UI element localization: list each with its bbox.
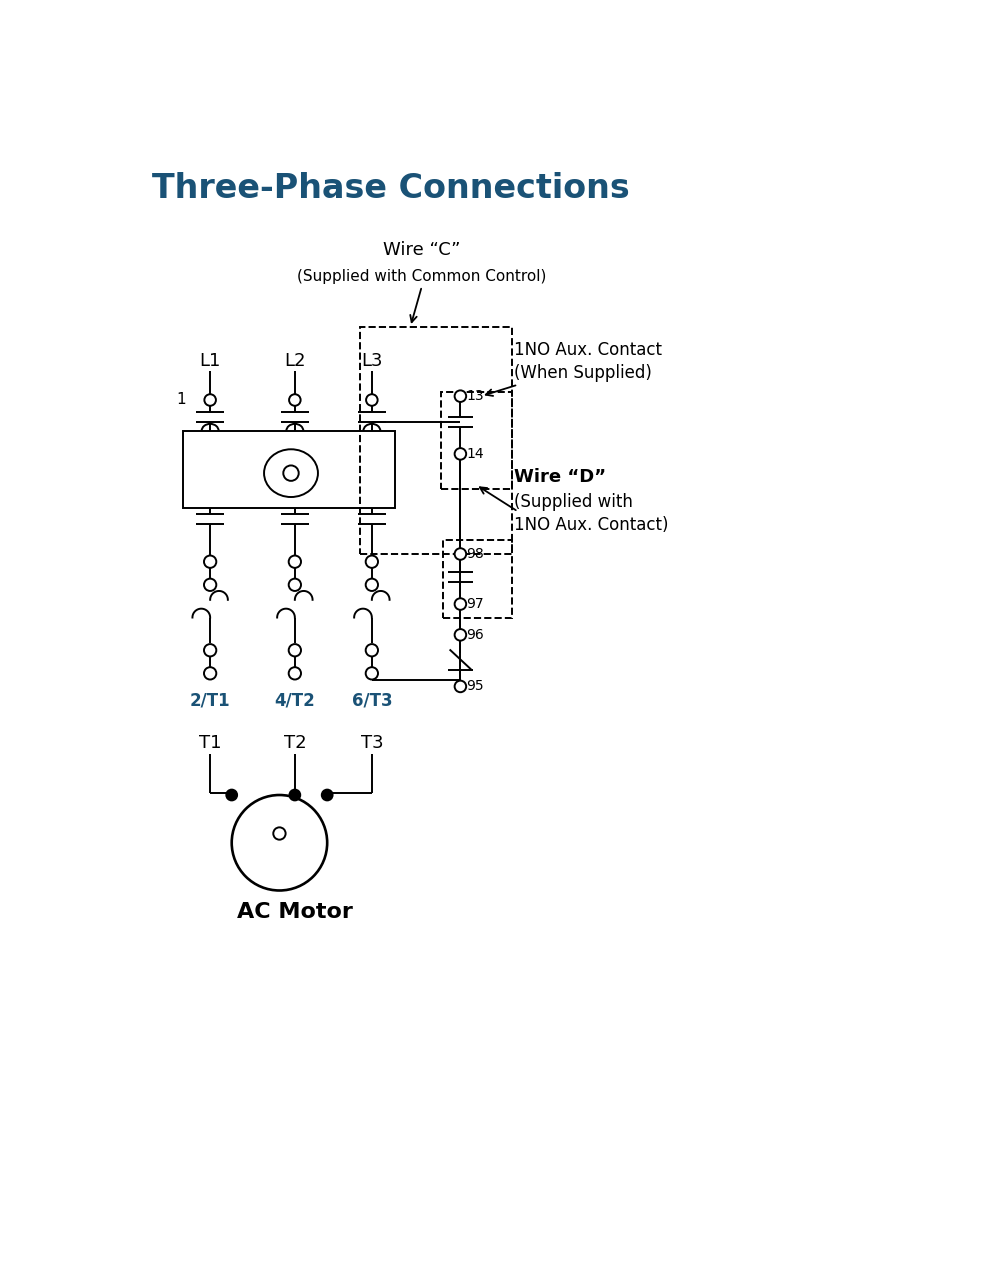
Circle shape xyxy=(289,394,301,406)
Circle shape xyxy=(366,579,378,591)
Circle shape xyxy=(366,644,378,657)
Text: 97: 97 xyxy=(466,596,484,611)
Text: T3: T3 xyxy=(361,733,383,751)
Text: 6/T3: 6/T3 xyxy=(352,691,392,709)
Circle shape xyxy=(454,598,466,609)
Circle shape xyxy=(454,448,466,460)
Circle shape xyxy=(232,795,328,891)
Text: L3: L3 xyxy=(362,352,382,370)
Text: Wire “D”: Wire “D” xyxy=(514,468,607,486)
Text: T2: T2 xyxy=(284,733,306,751)
Circle shape xyxy=(204,394,216,406)
Text: 14: 14 xyxy=(466,447,484,461)
Circle shape xyxy=(289,579,301,591)
Circle shape xyxy=(290,790,300,800)
Circle shape xyxy=(283,466,299,481)
Text: 1: 1 xyxy=(176,393,185,407)
Circle shape xyxy=(289,556,301,568)
Text: 98: 98 xyxy=(466,547,484,561)
Circle shape xyxy=(454,628,466,640)
Text: L2: L2 xyxy=(284,352,306,370)
Circle shape xyxy=(273,827,286,840)
Circle shape xyxy=(454,681,466,692)
Text: 2/T1: 2/T1 xyxy=(190,691,230,709)
Text: Three-Phase Connections: Three-Phase Connections xyxy=(152,172,630,205)
Circle shape xyxy=(204,667,216,680)
Text: T1: T1 xyxy=(199,733,221,751)
Bar xyxy=(361,326,512,554)
Text: (Supplied with Common Control): (Supplied with Common Control) xyxy=(297,269,547,284)
Circle shape xyxy=(226,790,237,800)
Circle shape xyxy=(289,644,301,657)
Circle shape xyxy=(289,667,301,680)
Circle shape xyxy=(204,556,216,568)
Circle shape xyxy=(204,644,216,657)
Text: 95: 95 xyxy=(466,680,484,694)
Text: (Supplied with: (Supplied with xyxy=(514,493,633,511)
Circle shape xyxy=(204,579,216,591)
Text: 1NO Aux. Contact: 1NO Aux. Contact xyxy=(514,340,662,358)
Circle shape xyxy=(367,394,377,406)
Text: L1: L1 xyxy=(199,352,221,370)
Text: 4/T2: 4/T2 xyxy=(275,691,315,709)
Circle shape xyxy=(366,556,378,568)
Circle shape xyxy=(454,548,466,559)
Circle shape xyxy=(366,667,378,680)
Text: 1NO Aux. Contact): 1NO Aux. Contact) xyxy=(514,516,668,534)
Text: (When Supplied): (When Supplied) xyxy=(514,364,652,381)
Text: 13: 13 xyxy=(466,389,484,403)
Bar xyxy=(441,392,512,489)
Text: AC Motor: AC Motor xyxy=(237,902,353,922)
Circle shape xyxy=(454,390,466,402)
Bar xyxy=(183,431,395,508)
Text: Wire “C”: Wire “C” xyxy=(383,241,460,259)
Text: 96: 96 xyxy=(466,628,484,641)
Bar xyxy=(443,540,512,618)
Circle shape xyxy=(322,790,333,800)
Ellipse shape xyxy=(264,449,318,497)
